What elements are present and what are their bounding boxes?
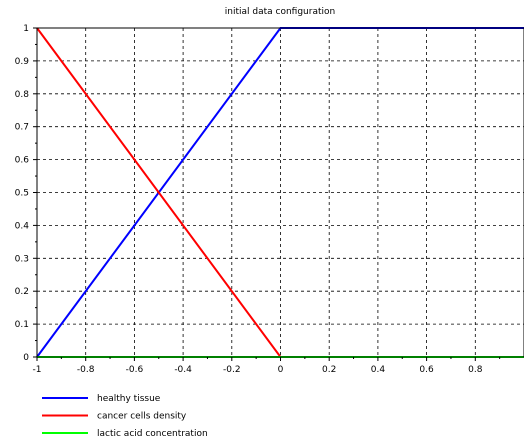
x-tick-label: 0.8: [468, 365, 483, 375]
x-tick-label: -0.4: [174, 365, 192, 375]
x-tick-label: 0.4: [371, 365, 386, 375]
legend-label-2: lactic acid concentration: [97, 429, 208, 439]
x-tick-label: 0.6: [419, 365, 434, 375]
x-tick-label: -0.6: [126, 365, 144, 375]
y-tick-label: 0.3: [15, 254, 29, 264]
legend-label-1: cancer cells density: [97, 412, 187, 422]
axis-ticks: -1 -0.8 -0.6 -0.4 -0.2 0 0.2 0.4 0.6 0.8 0 0.1 0.2 0.…: [15, 24, 501, 375]
y-tick-label: 0.9: [15, 57, 30, 67]
y-tick-label: 0.1: [15, 320, 29, 330]
grid: [37, 28, 524, 357]
x-tick-label: -0.2: [223, 365, 241, 375]
y-tick-label: 0.6: [15, 156, 30, 166]
chart-title: initial data configuration: [225, 7, 335, 17]
legend: healthy tissue cancer cells density lactic…: [42, 394, 208, 439]
y-tick-label: 0.2: [15, 287, 29, 297]
legend-label-0: healthy tissue: [97, 394, 161, 404]
x-tick-label: -1: [33, 365, 42, 375]
y-tick-label: 0.7: [15, 123, 29, 133]
y-tick-label: 0.5: [15, 189, 29, 199]
y-tick-label: 0.4: [15, 221, 30, 231]
x-tick-label: -0.8: [77, 365, 95, 375]
y-tick-label: 0.8: [15, 90, 30, 100]
y-tick-label: 0: [23, 353, 29, 363]
y-tick-label: 1: [23, 24, 29, 34]
x-tick-label: 0: [278, 365, 284, 375]
x-tick-label: 0.2: [322, 365, 336, 375]
